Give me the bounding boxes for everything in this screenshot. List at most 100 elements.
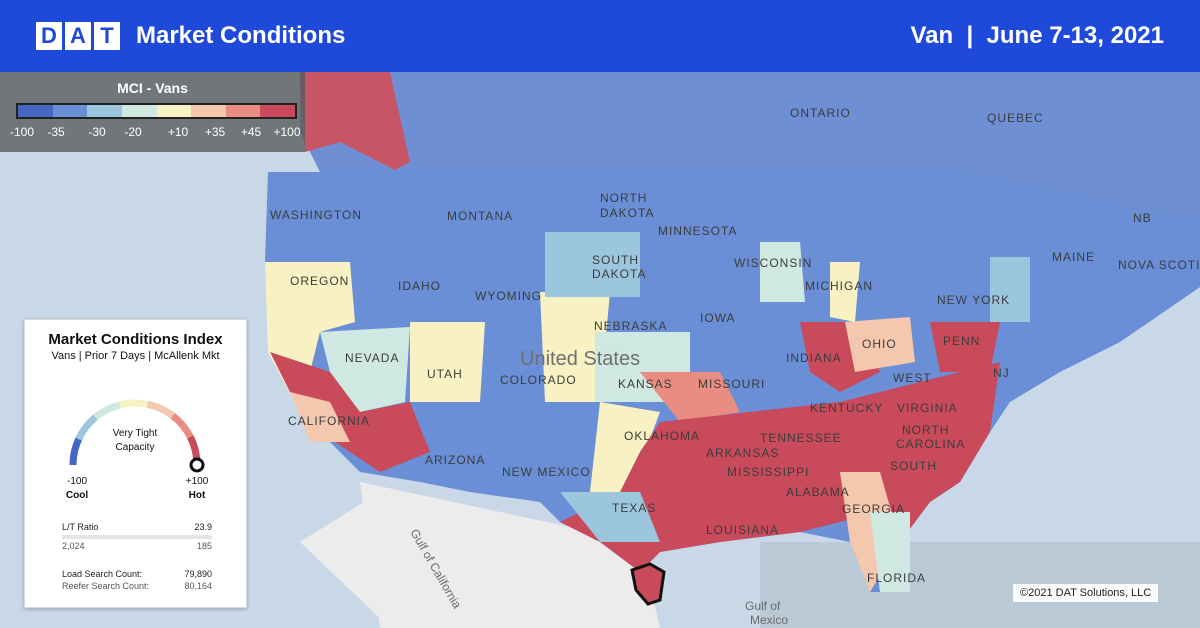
label-south-dakota-2: DAKOTA bbox=[592, 267, 646, 281]
gauge-label-line2: Capacity bbox=[115, 442, 155, 453]
label-nebraska: NEBRASKA bbox=[594, 319, 667, 333]
socal-region bbox=[290, 392, 350, 442]
load-search-label: Load Search Count: bbox=[62, 569, 143, 579]
count-right: 185 bbox=[196, 541, 212, 551]
label-missouri: MISSOURI bbox=[698, 377, 765, 391]
label-nb: NB bbox=[1133, 211, 1152, 225]
label-montana: MONTANA bbox=[447, 209, 513, 223]
legend-swatch bbox=[156, 105, 192, 117]
legend-swatch bbox=[225, 105, 261, 117]
gauge-label: Very Tight Capacity bbox=[95, 427, 175, 455]
nevada-region bbox=[320, 327, 410, 412]
vermont-region bbox=[990, 257, 1030, 322]
label-indiana: INDIANA bbox=[786, 351, 842, 365]
label-new-york: NEW YORK bbox=[937, 293, 1010, 307]
label-washington: WASHINGTON bbox=[270, 208, 362, 222]
page-subtitle: Van | June 7-13, 2021 bbox=[910, 22, 1164, 49]
reefer-search-row: Reefer Search Count: 80,164 bbox=[62, 581, 212, 591]
label-tennessee: TENNESSEE bbox=[760, 431, 842, 445]
legend-swatch bbox=[18, 105, 53, 117]
label-mississippi: MISSISSIPPI bbox=[727, 465, 809, 479]
penn-region bbox=[930, 322, 1000, 372]
legend-color-scale bbox=[16, 103, 297, 119]
bc-coast-region bbox=[300, 72, 410, 170]
legend-swatch bbox=[121, 105, 157, 117]
legend-tick-label: +100 bbox=[273, 125, 301, 139]
texas-coast-region bbox=[560, 492, 660, 542]
lt-ratio-divider bbox=[62, 535, 212, 539]
label-kentucky: KENTUCKY bbox=[810, 401, 883, 415]
lt-ratio-label: L/T Ratio bbox=[62, 522, 99, 532]
gauge-indicator bbox=[189, 457, 205, 473]
reefer-search-value: 80,164 bbox=[184, 581, 212, 591]
gauge-segment bbox=[69, 435, 83, 466]
label-kansas: KANSAS bbox=[618, 377, 673, 391]
label-south-carolina: SOUTH bbox=[890, 459, 937, 473]
baja-land bbox=[300, 492, 470, 628]
legend-tick-label: +10 bbox=[167, 125, 189, 139]
label-ontario: ONTARIO bbox=[790, 106, 851, 120]
gauge-min-label: Cool bbox=[65, 490, 89, 501]
florida-region bbox=[870, 512, 910, 592]
wisconsin-region bbox=[760, 242, 805, 302]
us-base-region bbox=[265, 172, 1200, 592]
label-virginia: VIRGINIA bbox=[897, 401, 958, 415]
utah-region bbox=[410, 322, 485, 402]
missouri-south-region bbox=[640, 372, 740, 422]
california-red-region bbox=[270, 352, 430, 472]
gauge-segment bbox=[170, 412, 195, 441]
mci-gauge bbox=[69, 399, 205, 473]
gauge-segment bbox=[119, 399, 151, 409]
market-map[interactable]: ONTARIO QUEBEC NORTH DAKOTA MONTANA WASH… bbox=[0, 72, 1200, 628]
label-united-states: United States bbox=[520, 348, 640, 370]
label-north-carolina-2: CAROLINA bbox=[896, 437, 965, 451]
count-row: 2,024 185 bbox=[62, 541, 212, 551]
west-texas-region bbox=[590, 402, 660, 492]
label-alabama: ALABAMA bbox=[786, 485, 850, 499]
label-louisiana: LOUISIANA bbox=[706, 523, 779, 537]
label-arizona: ARIZONA bbox=[425, 453, 485, 467]
legend-tick-label: -30 bbox=[88, 125, 106, 139]
label-nevada: NEVADA bbox=[345, 351, 399, 365]
label-iowa: IOWA bbox=[700, 311, 736, 325]
label-maine: MAINE bbox=[1052, 250, 1095, 264]
label-texas: TEXAS bbox=[612, 501, 656, 515]
label-gulf-of-mexico-2: Mexico bbox=[750, 613, 788, 627]
count-left: 2,024 bbox=[62, 541, 85, 551]
label-nj: NJ bbox=[993, 366, 1010, 380]
label-new-mexico: NEW MEXICO bbox=[502, 465, 591, 479]
label-utah: UTAH bbox=[427, 367, 463, 381]
dat-logo: D A T bbox=[36, 22, 120, 50]
legend-swatch bbox=[260, 105, 295, 117]
label-north-dakota-1: NORTH bbox=[600, 191, 647, 205]
michigan-region bbox=[830, 262, 860, 322]
gauge-segment bbox=[146, 400, 177, 421]
legend-tick-label: -35 bbox=[47, 125, 65, 139]
logo-letter-t: T bbox=[94, 22, 120, 50]
label-oregon: OREGON bbox=[290, 274, 349, 288]
lt-ratio-value: 23.9 bbox=[194, 522, 212, 532]
legend-title: MCI - Vans bbox=[117, 80, 188, 96]
label-penn: PENN bbox=[943, 334, 980, 348]
card-subtitle: Vans | Prior 7 Days | McAllenk Mkt bbox=[51, 350, 220, 362]
colorado-east-region bbox=[540, 292, 610, 402]
label-colorado: COLORADO bbox=[500, 373, 577, 387]
legend-tick-label: -100 bbox=[9, 125, 35, 139]
label-michigan: MICHIGAN bbox=[805, 279, 873, 293]
logo-letter-a: A bbox=[65, 22, 91, 50]
gauge-label-line1: Very Tight bbox=[112, 428, 158, 439]
legend-tick-label: +45 bbox=[240, 125, 262, 139]
copyright-notice: ©2021 DAT Solutions, LLC bbox=[1013, 584, 1159, 602]
legend-tick-label: +35 bbox=[204, 125, 226, 139]
header-bar: D A T Market Conditions Van | June 7-13,… bbox=[0, 0, 1200, 72]
lt-ratio-row: L/T Ratio 23.9 bbox=[62, 522, 212, 532]
mcallen-market[interactable] bbox=[630, 562, 666, 606]
load-search-row: Load Search Count: 79,890 bbox=[62, 569, 212, 579]
label-quebec: QUEBEC bbox=[987, 111, 1044, 125]
label-florida: FLORIDA bbox=[867, 571, 926, 585]
page-title: Market Conditions bbox=[136, 22, 346, 49]
label-north-dakota-2: DAKOTA bbox=[600, 206, 654, 220]
label-ohio: OHIO bbox=[862, 337, 897, 351]
label-arkansas: ARKANSAS bbox=[706, 446, 779, 460]
logo-letter-d: D bbox=[36, 22, 62, 50]
